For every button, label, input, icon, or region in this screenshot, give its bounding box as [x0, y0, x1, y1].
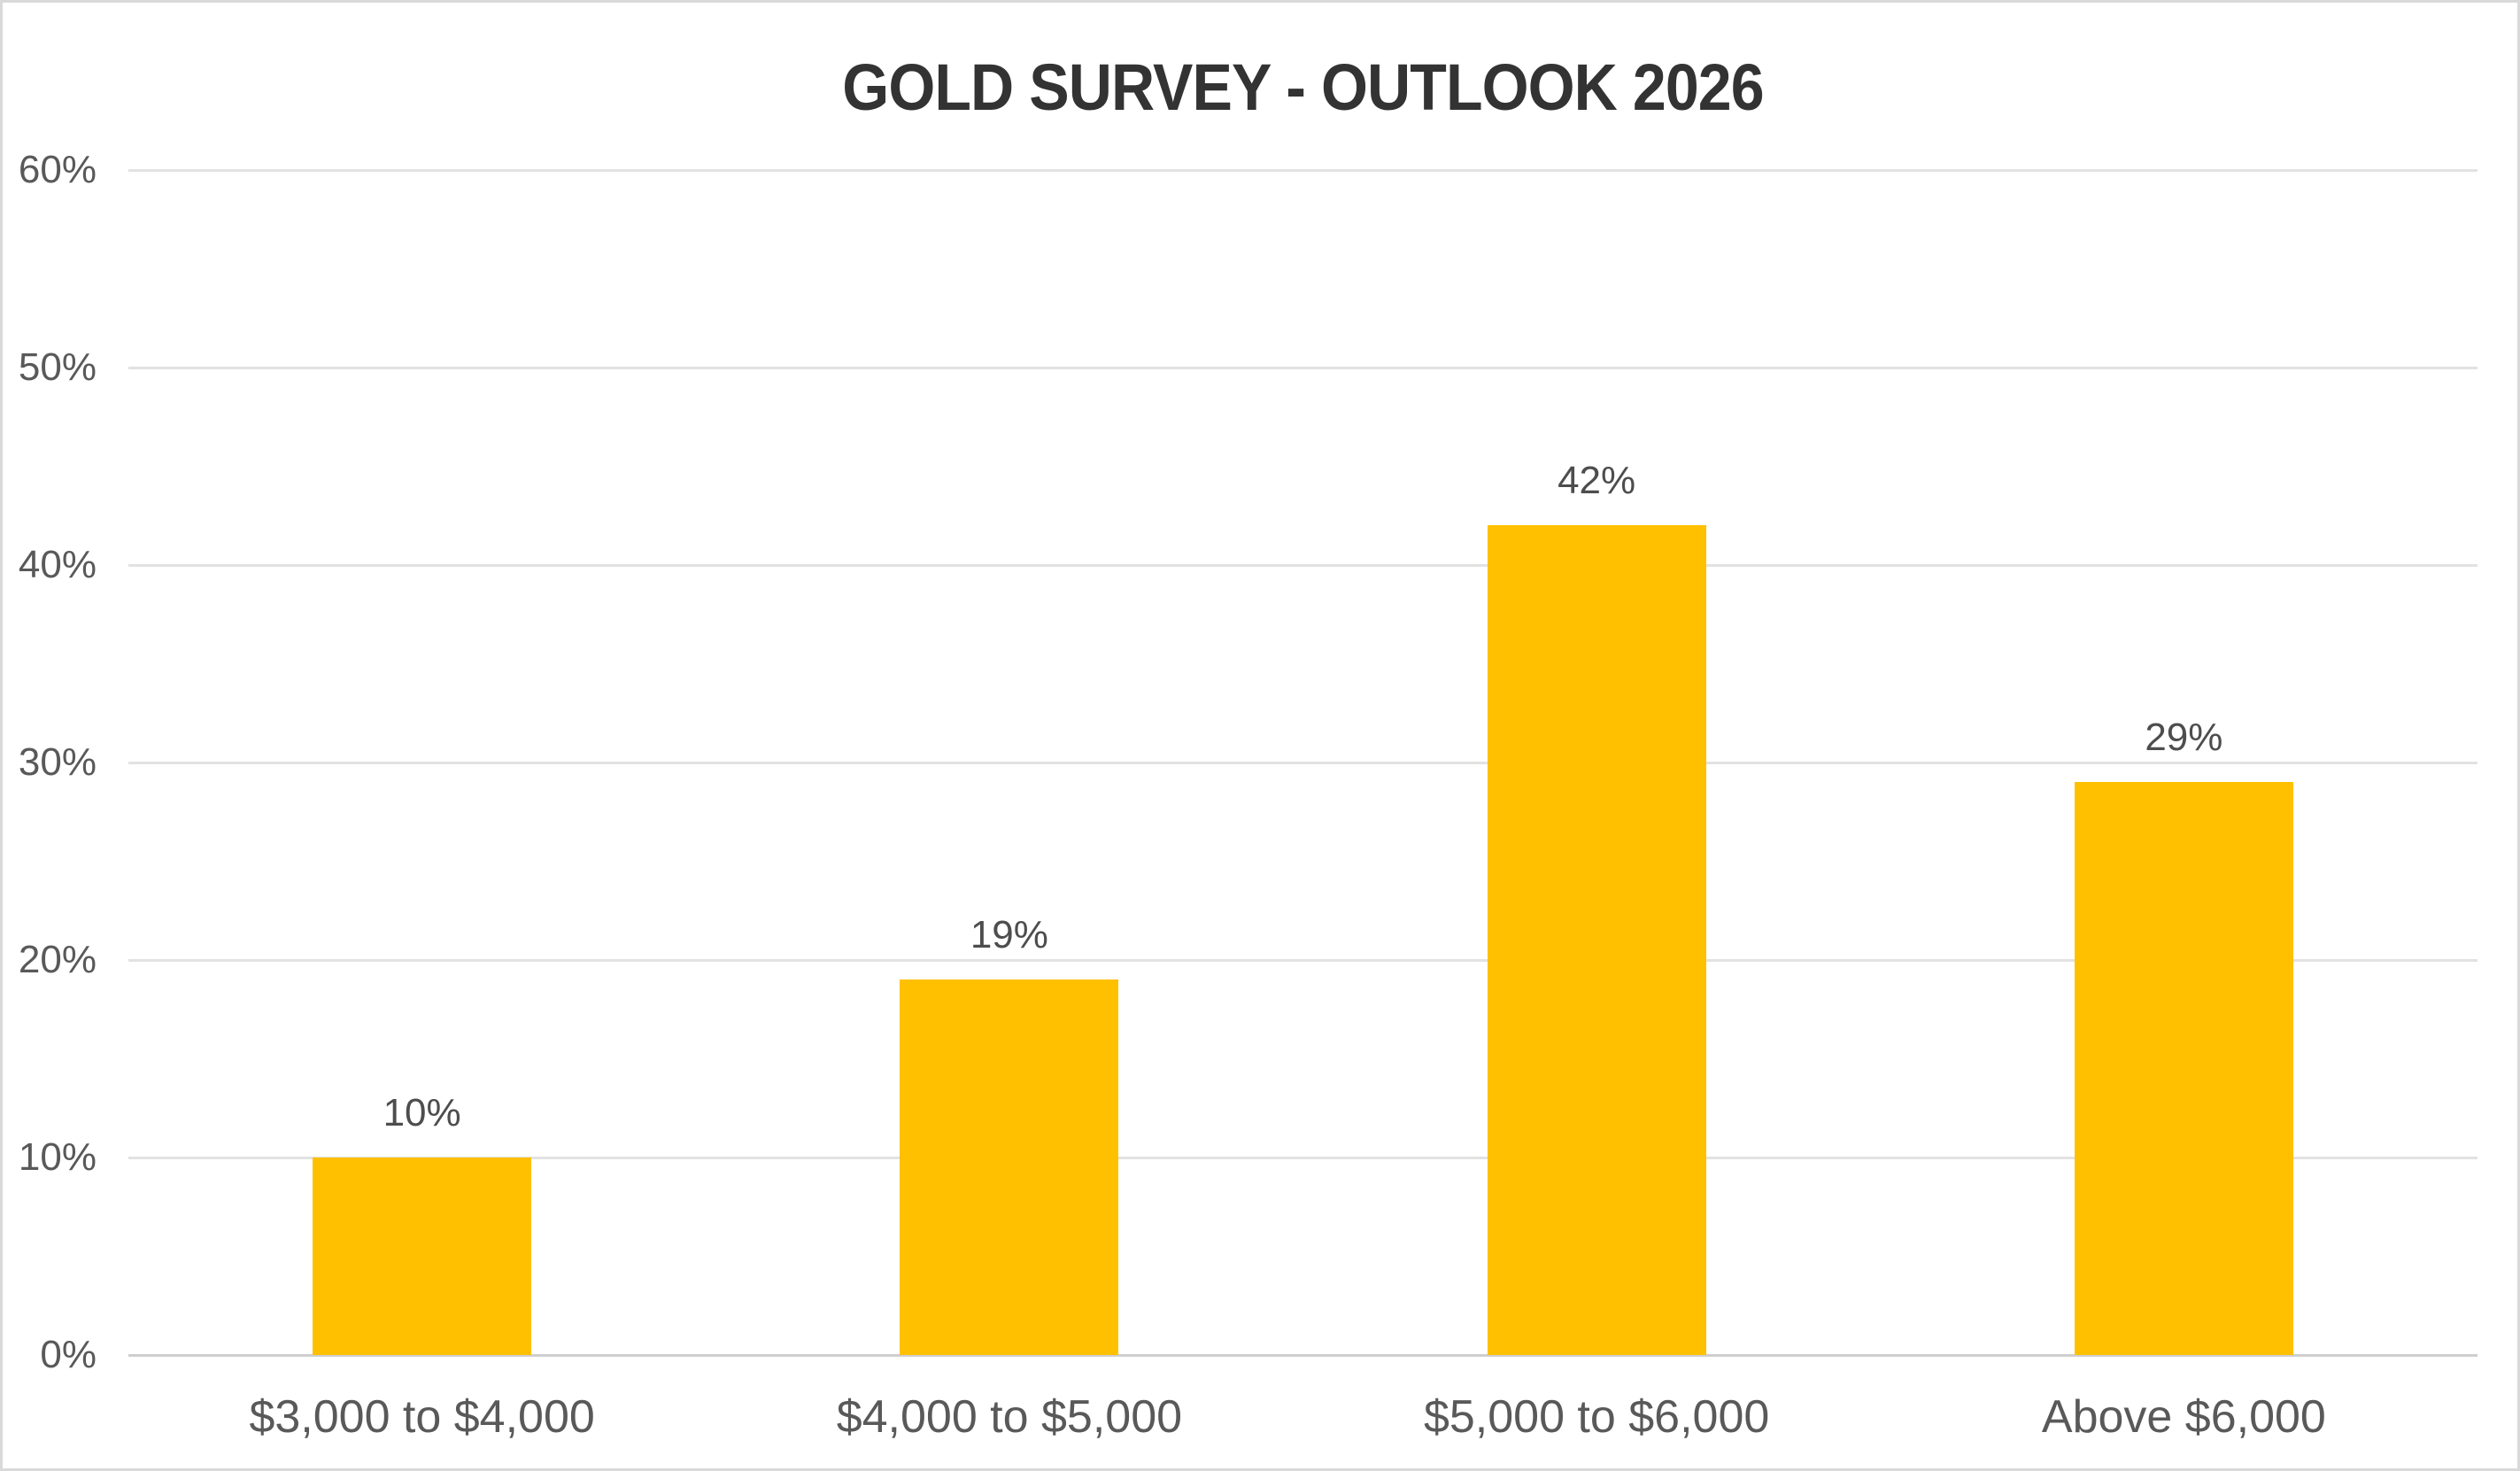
bar-value-label: 10% [383, 1091, 461, 1134]
gridline [128, 169, 2477, 172]
x-axis-line [128, 1354, 2477, 1357]
chart-title: GOLD SURVEY - OUTLOOK 2026 [842, 50, 1764, 124]
bar [313, 1157, 532, 1355]
bar-value-label: 42% [1558, 459, 1636, 503]
bar [1487, 525, 1706, 1355]
x-axis-category-label: $4,000 to $5,000 [836, 1391, 1183, 1443]
gridline [128, 959, 2477, 962]
y-axis-tick-label: 10% [18, 1135, 97, 1179]
y-axis-tick-label: 60% [18, 148, 97, 191]
bar [2074, 782, 2293, 1355]
bar-value-label: 29% [2145, 716, 2223, 760]
x-axis-category-label: $5,000 to $6,000 [1423, 1391, 1770, 1443]
y-axis-tick-label: 50% [18, 345, 97, 389]
plot-area: 10% 19% 42% 29% [128, 169, 2477, 1357]
bar [900, 979, 1119, 1355]
y-axis-tick-label: 0% [40, 1333, 97, 1376]
x-axis-category-label: $3,000 to $4,000 [249, 1391, 595, 1443]
gridline [128, 564, 2477, 567]
gridline [128, 1157, 2477, 1159]
y-axis-tick-label: 40% [18, 543, 97, 586]
y-axis-tick-label: 30% [18, 740, 97, 784]
gridline [128, 762, 2477, 764]
x-axis-category-label: Above $6,000 [2041, 1391, 2326, 1443]
y-axis-tick-label: 20% [18, 938, 97, 981]
bar-value-label: 19% [970, 913, 1048, 957]
gridline [128, 367, 2477, 369]
